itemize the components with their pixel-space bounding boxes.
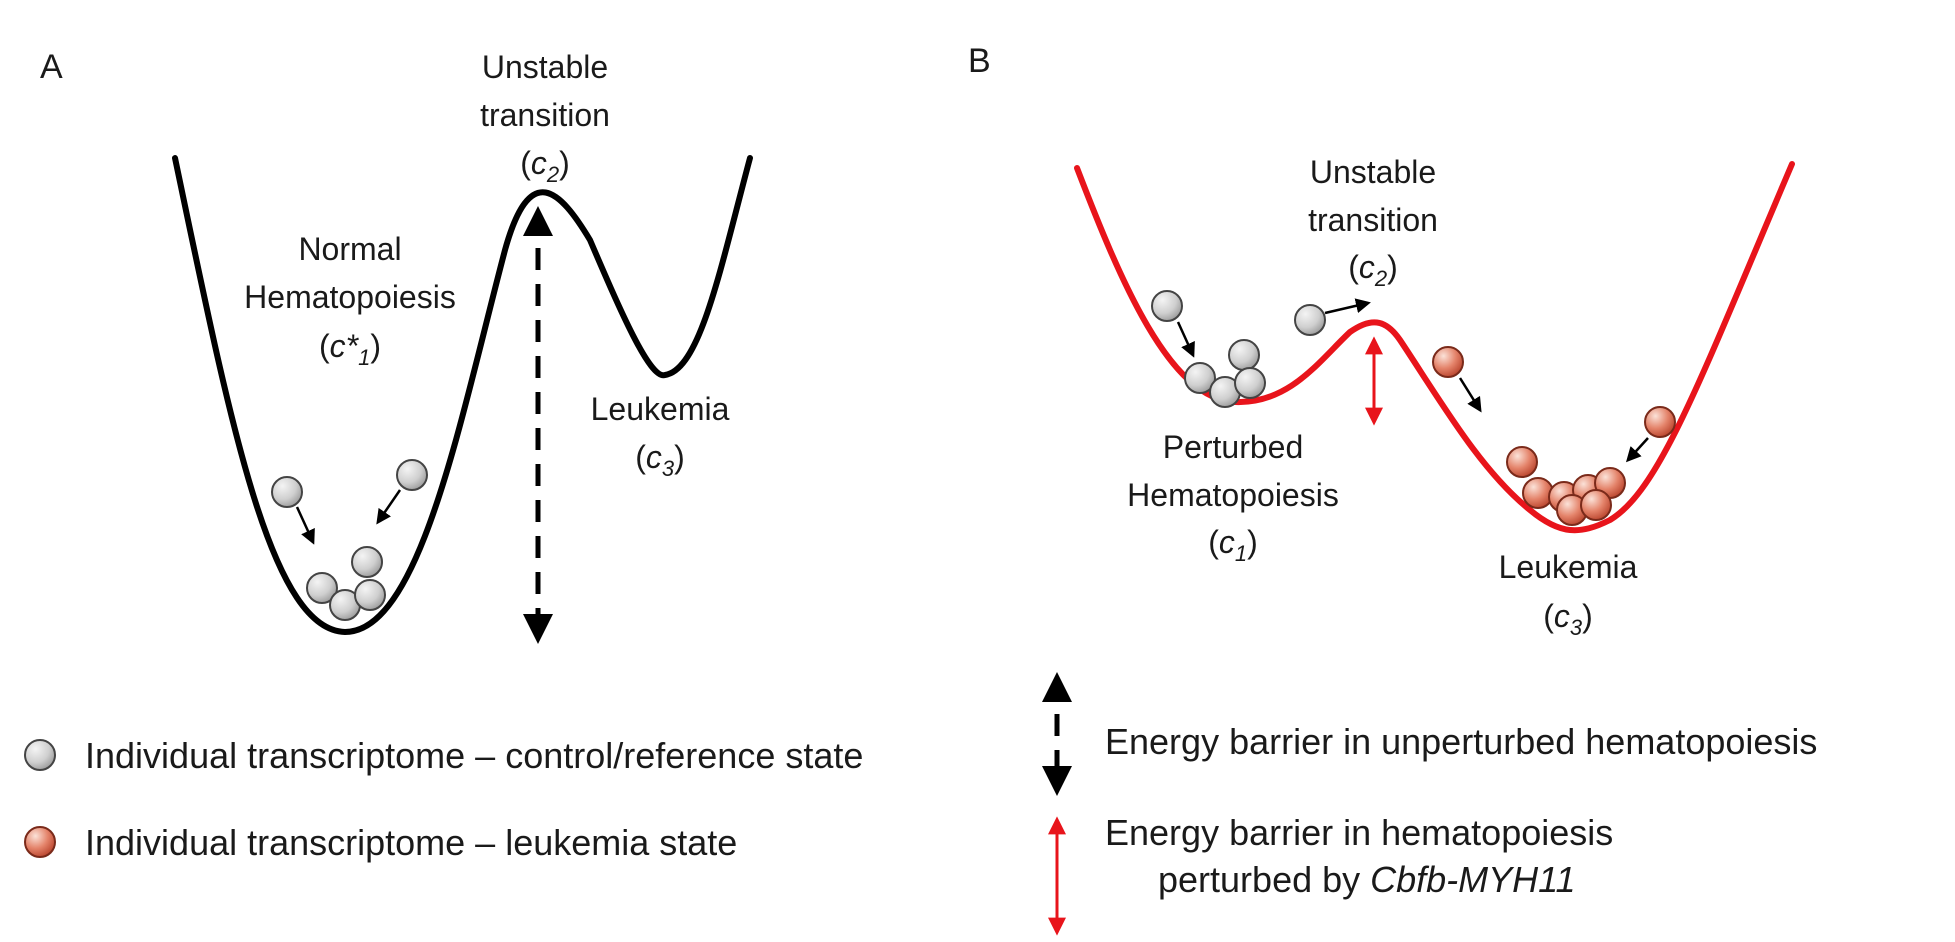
legend-red-arrow-prefix: perturbed by xyxy=(1158,859,1370,900)
panel-b-perturbed-sym: c xyxy=(1219,524,1235,560)
panel-a-leukemia-sub: 3 xyxy=(662,456,675,481)
legend-grey-ball-text: Individual transcriptome – control/refer… xyxy=(85,735,863,776)
panel-a-ball-motion-arrow xyxy=(295,506,315,545)
panel-b-leukemia-symbol: (c3) xyxy=(1543,598,1593,640)
legend-red-arrow-text-line1: Energy barrier in hematopoiesis xyxy=(1105,812,1613,853)
panel-a-leukemia-symbol: (c3) xyxy=(635,439,685,481)
red-ball xyxy=(1580,489,1612,521)
panel-b-energy-curve xyxy=(1074,161,1795,534)
panel-b-perturbed-line1: Perturbed xyxy=(1163,429,1304,465)
panel-b-ball-motion-arrow xyxy=(1625,437,1649,463)
panel-a-transition-sub: 2 xyxy=(546,162,559,187)
panel-a-normal-sym: c* xyxy=(330,328,360,364)
panel-b: B Unstable transition (c2) Perturbed Hem… xyxy=(968,42,1795,640)
panel-a-normal-line1: Normal xyxy=(298,231,401,267)
panel-a-transition-line1: Unstable xyxy=(482,49,608,85)
panel-a-normal-symbol: (c*1) xyxy=(319,328,381,370)
legend-red-ball-text: Individual transcriptome – leukemia stat… xyxy=(85,822,737,863)
panel-b-leukemia-sym: c xyxy=(1554,598,1570,634)
panel-a-normal-sub: 1 xyxy=(358,345,370,370)
panel-b-grey-balls xyxy=(1151,290,1326,408)
panel-b-ball-motion-arrow xyxy=(1176,321,1195,358)
legend-grey-ball-icon xyxy=(24,739,56,771)
panel-b-transition-sub: 2 xyxy=(1374,266,1387,291)
panel-a-letter: A xyxy=(40,48,63,86)
panel-b-transition-line2: transition xyxy=(1308,202,1438,238)
grey-ball xyxy=(1151,290,1183,322)
legend-black-arrow-text: Energy barrier in unperturbed hematopoie… xyxy=(1105,721,1817,762)
legend-red-arrow-text-line2: perturbed by Cbfb-MYH11 xyxy=(1158,859,1576,900)
legend-red-ball-icon xyxy=(24,826,56,858)
panel-b-leukemia-sub: 3 xyxy=(1570,615,1583,640)
panel-b-leukemia-label: Leukemia xyxy=(1499,549,1638,585)
panel-b-transition-sym: c xyxy=(1359,249,1375,285)
grey-ball xyxy=(271,476,303,508)
red-ball xyxy=(1522,477,1554,509)
panel-b-perturbed-line2: Hematopoiesis xyxy=(1127,477,1339,513)
panel-a-normal-line2: Hematopoiesis xyxy=(244,279,456,315)
legend-red-arrow-gene: Cbfb-MYH11 xyxy=(1370,859,1575,900)
legend: Individual transcriptome – control/refer… xyxy=(24,672,1817,936)
grey-ball xyxy=(1294,304,1326,336)
grey-ball xyxy=(306,572,338,604)
panel-a-leukemia-label: Leukemia xyxy=(591,391,730,427)
panel-b-perturbed-sub: 1 xyxy=(1235,541,1247,566)
grey-ball xyxy=(396,459,428,491)
grey-ball xyxy=(354,579,386,611)
panel-b-perturbed-symbol: (c1) xyxy=(1208,524,1258,566)
grey-ball xyxy=(351,546,383,578)
panel-a-transition-sym: c xyxy=(531,145,547,181)
panel-a-energy-curve xyxy=(172,155,753,636)
panel-a-leukemia-sym: c xyxy=(646,439,662,475)
red-ball xyxy=(1432,346,1464,378)
panel-a: A Unstable transition (c2) Normal Hemato… xyxy=(40,48,753,644)
panel-b-transition-line1: Unstable xyxy=(1310,154,1436,190)
red-ball xyxy=(1644,406,1676,438)
panel-b-transition-symbol: (c2) xyxy=(1348,249,1398,291)
grey-ball xyxy=(1234,367,1266,399)
panel-a-transition-line2: transition xyxy=(480,97,610,133)
grey-ball xyxy=(1184,362,1216,394)
grey-ball xyxy=(1228,339,1260,371)
red-ball xyxy=(1506,446,1538,478)
panel-b-letter: B xyxy=(968,42,991,80)
panel-b-red-balls xyxy=(1432,346,1676,526)
panel-a-ball-motion-arrow xyxy=(376,489,402,525)
panel-b-ball-motion-arrow xyxy=(1458,377,1482,413)
panel-a-transition-symbol: (c2) xyxy=(520,145,570,187)
panel-a-grey-balls xyxy=(271,459,428,621)
panel-b-ball-motion-arrow xyxy=(1324,298,1371,315)
